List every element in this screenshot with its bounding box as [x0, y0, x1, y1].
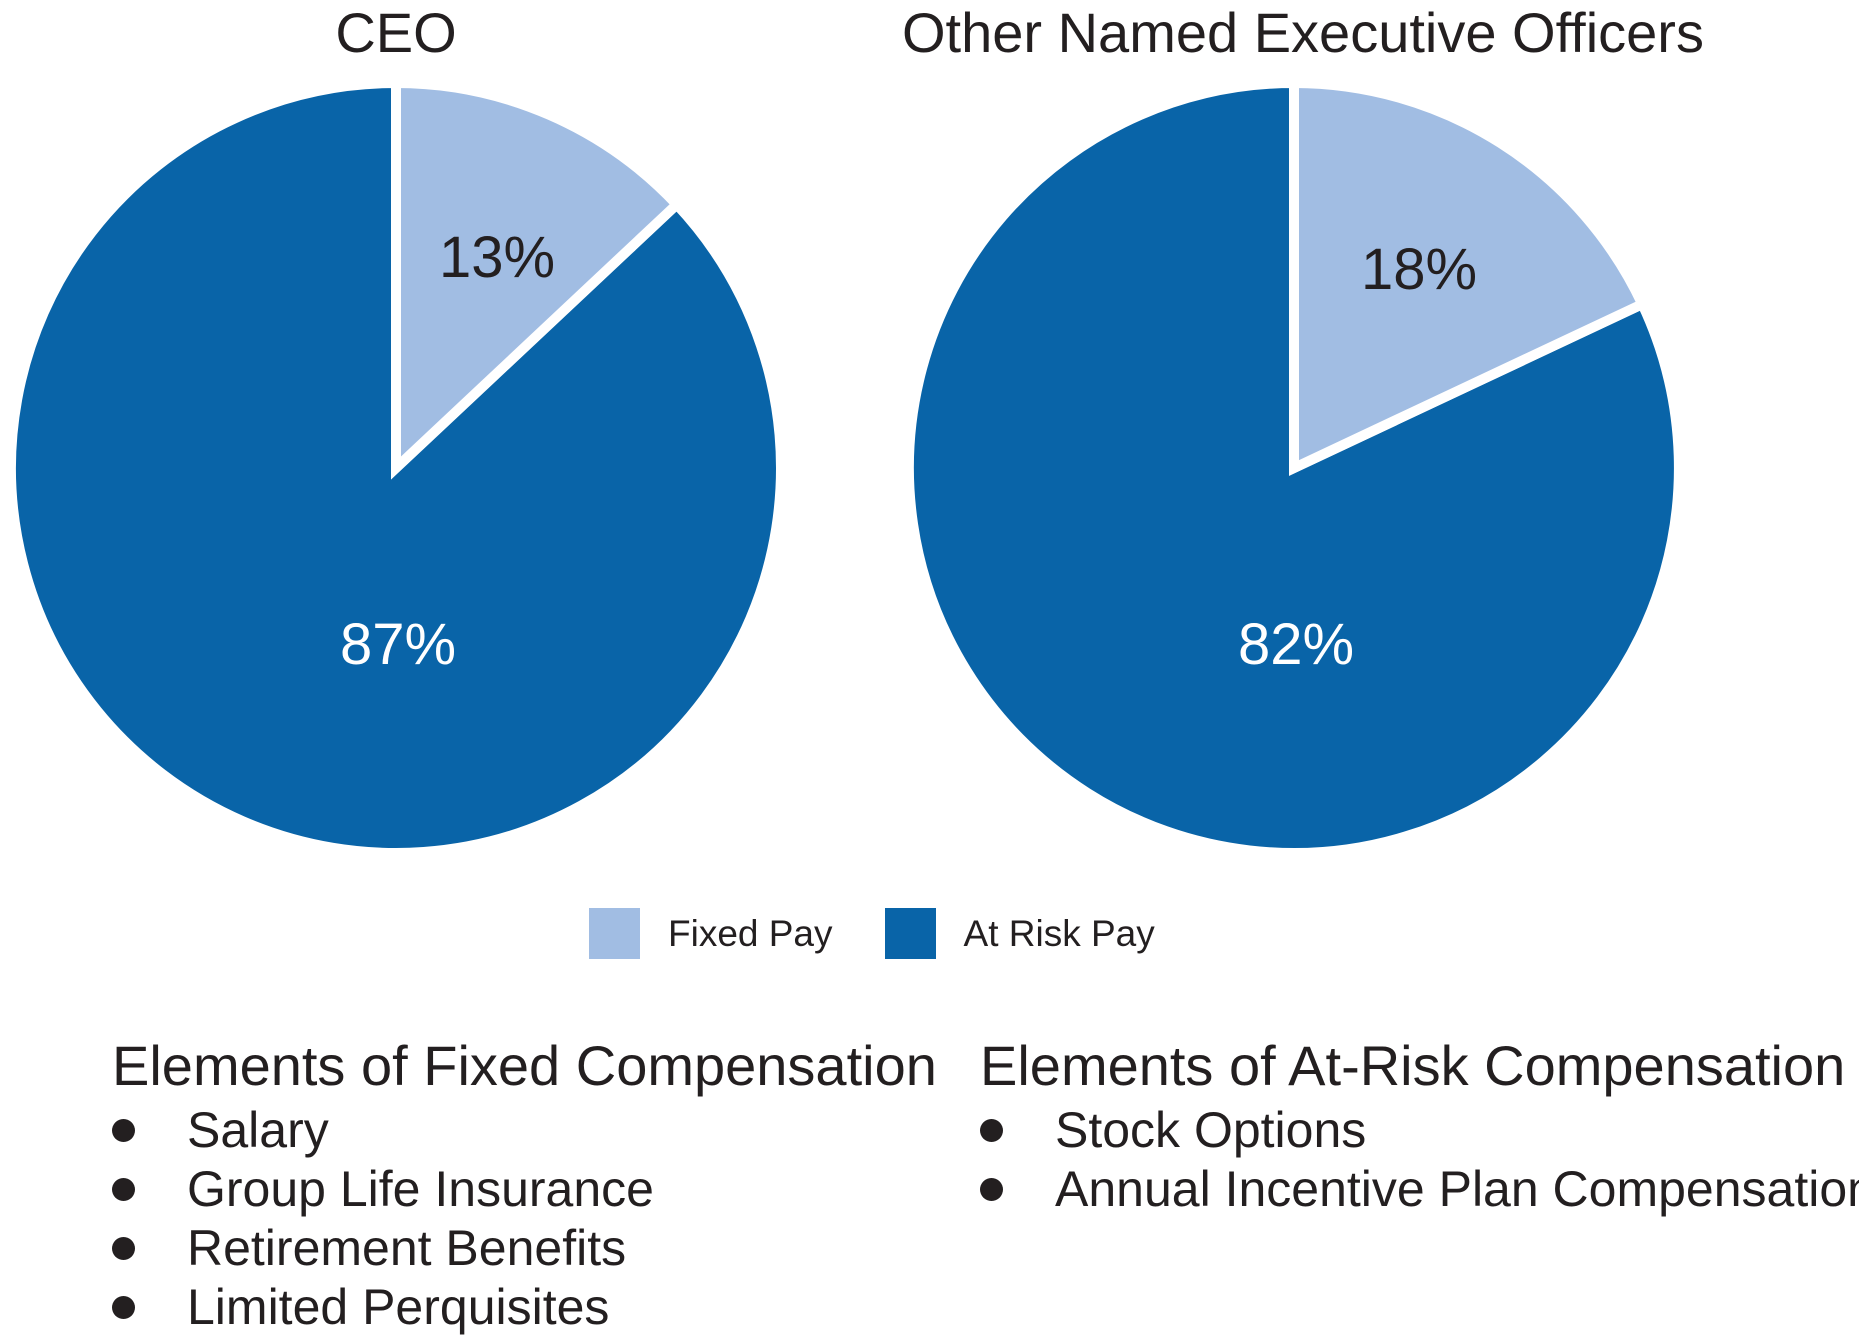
fixed-compensation-heading: Elements of Fixed Compensation [112, 1034, 937, 1097]
at-risk-pay-swatch-icon [884, 908, 936, 959]
bullet-icon [980, 1119, 1003, 1142]
legend: Fixed Pay At Risk Pay [589, 908, 1155, 959]
list-item-label: Salary [187, 1102, 329, 1158]
list-item: Limited Perquisites [112, 1278, 654, 1337]
list-item-label: Limited Perquisites [187, 1279, 610, 1335]
list-item: Stock Options [980, 1101, 1859, 1160]
list-item-label: Retirement Benefits [187, 1220, 627, 1276]
at-risk-compensation-list: Stock Options Annual Incentive Plan Comp… [980, 1101, 1859, 1219]
ceo-fixed-slice [391, 77, 684, 480]
at-risk-compensation-column: Elements of At-Risk Compensation Stock O… [980, 1034, 1859, 1217]
fixed-compensation-column: Elements of Fixed Compensation Salary Gr… [112, 1034, 937, 1335]
at-risk-compensation-heading: Elements of At-Risk Compensation [980, 1034, 1846, 1097]
bullet-icon [980, 1178, 1003, 1201]
neo-fixed-pct-label: 18% [1360, 237, 1478, 302]
legend-item-at-risk-pay: At Risk Pay [884, 908, 1155, 959]
at-risk-pay-swatch-rect [884, 908, 936, 959]
fixed-pay-swatch-rect [589, 908, 640, 959]
legend-label-at-risk-pay: At Risk Pay [963, 913, 1155, 954]
list-item: Group Life Insurance [112, 1160, 654, 1219]
list-item-label: Group Life Insurance [187, 1161, 654, 1217]
pie-title-other-neos: Other Named Executive Officers [902, 1, 1704, 64]
fixed-compensation-list: Salary Group Life Insurance Retirement B… [112, 1101, 654, 1337]
list-item: Retirement Benefits [112, 1219, 654, 1278]
list-item: Salary [112, 1101, 654, 1160]
bullet-icon [112, 1119, 135, 1142]
neo-at-risk-pct-label: 82% [1237, 612, 1355, 677]
bullet-icon [112, 1178, 135, 1201]
legend-item-fixed-pay: Fixed Pay [589, 908, 833, 959]
neo-fixed-slice [1289, 77, 1649, 476]
ceo-fixed-pct-label: 13% [438, 225, 556, 290]
list-item: Annual Incentive Plan Compensation [980, 1160, 1859, 1219]
legend-label-fixed-pay: Fixed Pay [668, 913, 833, 954]
pie-title-ceo: CEO [335, 1, 457, 64]
bullet-icon [112, 1296, 135, 1319]
bullet-icon [112, 1237, 135, 1260]
list-item-label: Stock Options [1055, 1102, 1367, 1158]
list-item-label: Annual Incentive Plan Compensation [1055, 1161, 1859, 1217]
fixed-pay-swatch-icon [589, 908, 640, 959]
ceo-at-risk-pct-label: 87% [339, 612, 457, 677]
